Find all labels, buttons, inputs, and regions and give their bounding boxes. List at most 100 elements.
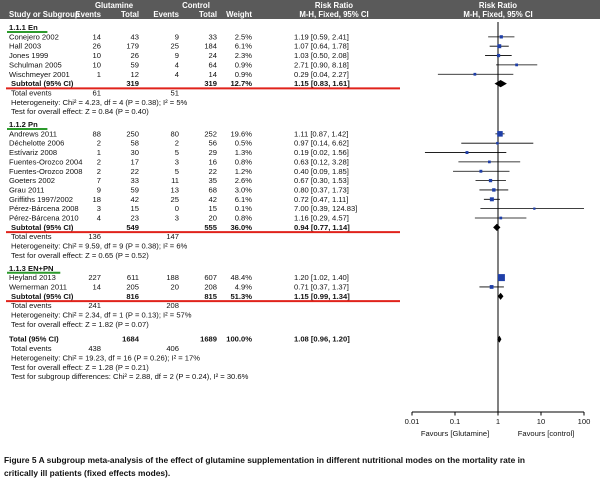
- subtotal-diamond: [494, 80, 507, 88]
- study-name: Goeters 2002: [9, 176, 55, 185]
- total-events-control: 51: [171, 88, 179, 97]
- total-ci: 1.08 [0.96, 1.20]: [294, 335, 350, 344]
- study-ci: 0.19 [0.02, 1.56]: [294, 148, 349, 157]
- study-ci: 0.80 [0.37, 1.73]: [294, 185, 349, 194]
- total-events-control: 208: [166, 301, 179, 310]
- study-ci: 1.11 [0.87, 1.42]: [294, 129, 348, 138]
- glutamine-total: 15: [131, 204, 139, 213]
- study-weight: 0.8%: [235, 214, 253, 223]
- subgroup-title: 1.1.1 En: [9, 23, 38, 32]
- total-events-glutamine: 241: [88, 301, 101, 310]
- effect-square: [489, 285, 494, 289]
- study-weight: 2.6%: [235, 176, 253, 185]
- effect-square: [497, 274, 505, 282]
- control-total: 29: [209, 148, 217, 157]
- control-total: 24: [209, 51, 217, 60]
- subtotal-control-total: 815: [204, 292, 217, 301]
- total-weight: 100.0%: [226, 335, 252, 344]
- effect-square: [492, 188, 496, 192]
- grand-total-events-glutamine: 438: [88, 344, 101, 353]
- subtotal-weight: 12.7%: [230, 79, 252, 88]
- study-ci: 2.71 [0.90, 8.18]: [294, 60, 349, 69]
- subtotal-weight: 51.3%: [230, 292, 252, 301]
- heterogeneity-text: Heterogeneity: Chi² = 4.23, df = 4 (P = …: [11, 98, 188, 107]
- glutamine-events: 2: [97, 139, 101, 148]
- effect-square: [473, 72, 477, 76]
- effect-square: [499, 216, 503, 220]
- control-total: 184: [204, 42, 217, 51]
- header-glutamine: Glutamine: [95, 1, 134, 10]
- x-tick-label: 1: [496, 417, 500, 426]
- study-weight: 0.9%: [235, 60, 253, 69]
- glutamine-events: 2: [97, 167, 101, 176]
- study-ci: 7.00 [0.39, 124.83]: [294, 204, 357, 213]
- study-weight: 6.1%: [235, 42, 253, 51]
- glutamine-total: 205: [126, 282, 139, 291]
- favours-left-label: Favours [Glutamine]: [421, 429, 489, 438]
- overall-effect-text: Test for overall effect: Z = 1.82 (P = 0…: [11, 320, 149, 329]
- glutamine-total: 23: [131, 214, 139, 223]
- glutamine-total: 17: [131, 157, 139, 166]
- glutamine-events: 7: [97, 176, 101, 185]
- control-total: 42: [209, 195, 217, 204]
- effect-square: [496, 141, 499, 145]
- header-col-6: M-H, Fixed, 95% CI: [299, 10, 368, 19]
- caption-line-2: critically ill patients (fixed effects m…: [4, 468, 170, 478]
- control-total: 607: [204, 273, 217, 282]
- study-name: Andrews 2011: [9, 129, 57, 138]
- study-weight: 48.4%: [230, 273, 252, 282]
- total-glutamine-total: 1684: [122, 335, 140, 344]
- glutamine-events: 4: [97, 214, 101, 223]
- glutamine-total: 42: [131, 195, 139, 204]
- glutamine-events: 26: [93, 42, 101, 51]
- study-name: Déchelotte 2006: [9, 139, 64, 148]
- study-weight: 0.9%: [235, 70, 253, 79]
- control-events: 5: [175, 167, 179, 176]
- study-weight: 2.3%: [235, 51, 253, 60]
- study-ci: 1.16 [0.29, 4.57]: [294, 214, 349, 223]
- study-ci: 0.63 [0.12, 3.28]: [294, 157, 349, 166]
- study-weight: 1.2%: [235, 167, 253, 176]
- study-ci: 0.97 [0.14, 6.62]: [294, 139, 349, 148]
- study-ci: 1.19 [0.59, 2.41]: [294, 32, 349, 41]
- glutamine-events: 10: [93, 60, 101, 69]
- study-name: Jones 1999: [9, 51, 48, 60]
- control-total: 14: [209, 70, 217, 79]
- glutamine-events: 3: [97, 204, 101, 213]
- glutamine-total: 12: [131, 70, 139, 79]
- effect-square: [515, 63, 518, 67]
- control-total: 20: [209, 214, 217, 223]
- favours-right-label: Favours [control]: [518, 429, 575, 438]
- overall-effect-text: Test for overall effect: Z = 0.65 (P = 0…: [11, 251, 149, 260]
- header-risk-ratio-right: Risk Ratio: [479, 1, 517, 10]
- study-weight: 4.9%: [235, 282, 253, 291]
- header-control: Control: [182, 1, 210, 10]
- study-name: Wernerman 2011: [9, 282, 67, 291]
- control-total: 15: [209, 204, 217, 213]
- study-ci: 0.67 [0.30, 1.53]: [294, 176, 349, 185]
- study-name: Griffiths 1997/2002: [9, 195, 73, 204]
- study-weight: 19.6%: [230, 129, 252, 138]
- control-total: 33: [209, 32, 217, 41]
- study-weight: 1.3%: [235, 148, 253, 157]
- study-ci: 0.29 [0.04, 2.27]: [294, 70, 349, 79]
- study-weight: 3.0%: [235, 185, 253, 194]
- study-name: Schulman 2005: [9, 60, 62, 69]
- study-name: Grau 2011: [9, 185, 44, 194]
- glutamine-events: 10: [93, 51, 101, 60]
- glutamine-total: 33: [131, 176, 139, 185]
- glutamine-events: 1: [97, 70, 101, 79]
- total-diamond: [497, 335, 502, 343]
- control-total: 208: [204, 282, 217, 291]
- subtotal-label: Subtotal (95% CI): [11, 79, 74, 88]
- grand-heterogeneity-text: Heterogeneity: Chi² = 19.23, df = 16 (P …: [11, 353, 200, 362]
- total-control-total: 1689: [200, 335, 217, 344]
- control-events: 25: [171, 195, 179, 204]
- control-events: 80: [171, 129, 179, 138]
- control-events: 3: [175, 214, 179, 223]
- subtotal-label: Subtotal (95% CI): [11, 223, 74, 232]
- glutamine-total: 611: [127, 273, 139, 282]
- x-tick-label: 0.01: [405, 417, 420, 426]
- total-label: Total (95% CI): [9, 335, 59, 344]
- glutamine-total: 22: [131, 167, 139, 176]
